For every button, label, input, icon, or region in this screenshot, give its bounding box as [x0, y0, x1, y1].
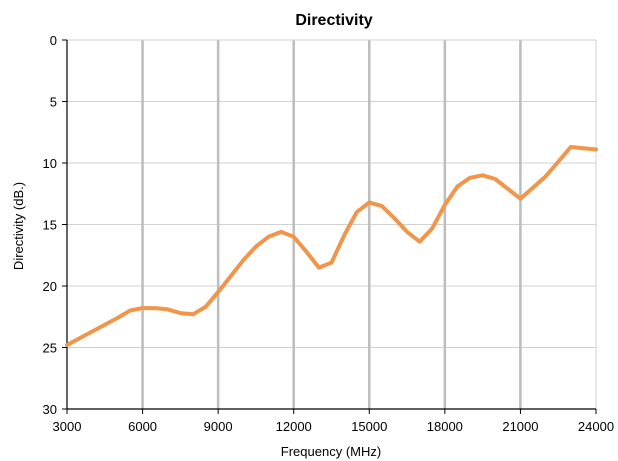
x-tick-label: 18000: [427, 419, 463, 434]
x-tick-label: 21000: [502, 419, 538, 434]
y-tick-label: 5: [50, 95, 57, 110]
x-tick-label: 24000: [578, 419, 614, 434]
y-tick-label: 20: [43, 279, 57, 294]
x-tick-label: 12000: [276, 419, 312, 434]
y-axis-label: Directivity (dB.): [11, 182, 26, 270]
y-tick-label: 0: [50, 33, 57, 48]
series-layer: [65, 145, 598, 347]
y-tick-label: 25: [43, 341, 57, 356]
y-tick-label: 15: [43, 218, 57, 233]
ticks-layer: 0 5 10 15 20 25 30 3000 6000 9000 12000 15000 18000 2…: [43, 33, 615, 434]
y-tick-label: 10: [43, 156, 57, 171]
x-tick-label: 15000: [351, 419, 387, 434]
x-axis-label: Frequency (MHz): [281, 444, 381, 459]
x-tick-label: 6000: [128, 419, 157, 434]
y-tick-label: 30: [43, 402, 57, 417]
series-line-0: [65, 145, 598, 347]
x-tick-label: 3000: [53, 419, 82, 434]
chart-title: Directivity: [295, 12, 372, 29]
grid-layer: [67, 40, 596, 409]
x-tick-label: 9000: [204, 419, 233, 434]
